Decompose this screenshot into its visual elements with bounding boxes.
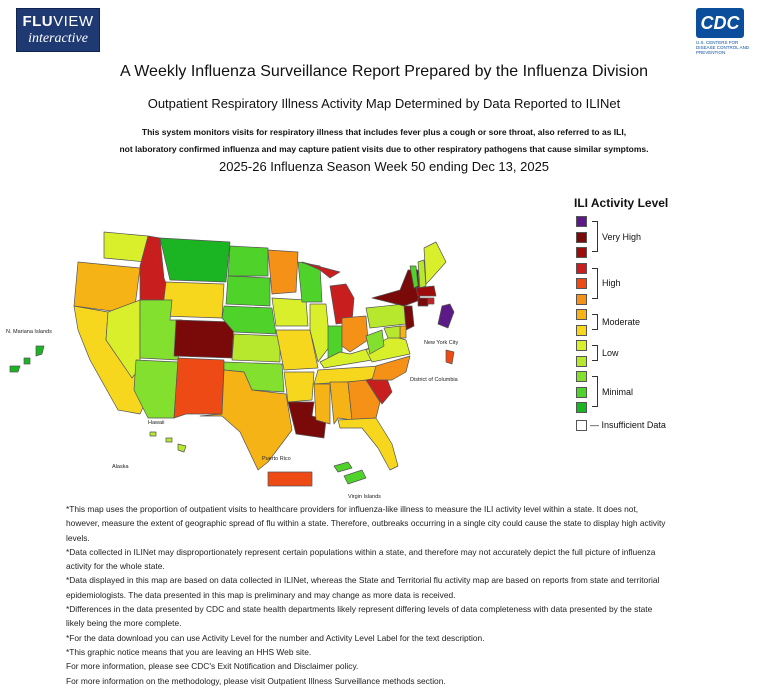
cdc-logo[interactable]: CDC U.S. CENTERS FOR DISEASE CONTROL AND…: [696, 8, 752, 55]
note-3: *Data displayed in this map are based on…: [66, 575, 660, 600]
state-north-carolina[interactable]: [371, 355, 411, 381]
legend-label-high: High: [602, 278, 621, 288]
note-7[interactable]: For more information, please see CDC's E…: [66, 661, 359, 672]
state-georgia[interactable]: [347, 379, 381, 421]
state-iowa[interactable]: [271, 297, 309, 327]
state-michigan-up[interactable]: [301, 261, 341, 279]
description-line-1: This system monitors visits for respirat…: [141, 127, 627, 137]
state-arizona[interactable]: [133, 359, 179, 419]
map-description: This system monitors visits for respirat…: [0, 124, 768, 158]
state-virginia[interactable]: [365, 335, 411, 363]
legend-title: ILI Activity Level: [574, 196, 669, 210]
state-pennsylvania[interactable]: [365, 303, 407, 329]
logo-interactive-text: interactive: [28, 31, 88, 46]
label-n-mariana-islands: N. Mariana Islands: [6, 329, 52, 335]
state-alabama[interactable]: [329, 381, 353, 425]
page-title: A Weekly Influenza Surveillance Report P…: [120, 63, 648, 80]
state-washington[interactable]: [103, 231, 149, 263]
state-new-york-city[interactable]: [437, 303, 455, 329]
state-north-dakota[interactable]: [227, 245, 269, 277]
state-delaware[interactable]: [399, 325, 407, 339]
map-subtitle: Outpatient Respiratory Illness Activity …: [147, 96, 621, 111]
label-virgin-islands: Virgin Islands: [348, 494, 381, 500]
logo-flu-text: FLU: [22, 13, 54, 30]
state-district-of-columbia[interactable]: [445, 349, 455, 365]
cdc-logo-text: CDC: [696, 8, 744, 38]
legend-swatch-level-5: [576, 340, 587, 351]
legend-swatch-level-13: [576, 216, 587, 227]
activity-legend: ILI Activity Level — Insufficient Data Ve…: [574, 196, 764, 432]
territory-virgin-islands[interactable]: [333, 461, 367, 485]
ili-activity-map[interactable]: N. Mariana Islands New York City Distric…: [0, 182, 560, 500]
note-6: *This graphic notice means that you are …: [66, 646, 312, 657]
state-michigan[interactable]: [329, 283, 355, 325]
state-maryland[interactable]: [383, 325, 401, 339]
label-puerto-rico: Puerto Rico: [262, 456, 291, 462]
legend-swatch-level-4: [576, 355, 587, 367]
map-notes: *This map uses the proportion of outpati…: [66, 502, 666, 688]
state-new-hampshire[interactable]: [417, 259, 427, 289]
state-ohio[interactable]: [341, 315, 369, 353]
state-colorado[interactable]: [173, 319, 235, 359]
note-2: *Data collected in ILINet may disproport…: [66, 546, 656, 572]
legend-swatch-level-3: [576, 371, 587, 382]
state-kansas[interactable]: [231, 333, 281, 363]
legend-bracket-very-high: [592, 221, 598, 252]
legend-swatch-level-2: [576, 386, 587, 398]
state-rhode-island[interactable]: [427, 297, 435, 305]
legend-bracket-minimal: [592, 376, 598, 407]
legend-label-minimal: Minimal: [602, 386, 634, 397]
legend-swatch-insufficient: [576, 419, 587, 431]
legend-swatch-level-1: [576, 402, 587, 413]
territory-n-mariana-islands[interactable]: [9, 345, 45, 373]
description-line-2: not laboratory confirmed influenza and m…: [119, 144, 649, 154]
state-south-dakota[interactable]: [225, 275, 271, 307]
label-district-of-columbia: District of Columbia: [410, 377, 459, 383]
label-hawaii: Hawaii: [148, 420, 165, 426]
note-5: *For the data download you can use Activ…: [66, 632, 485, 643]
state-texas[interactable]: [199, 369, 293, 471]
state-missouri[interactable]: [275, 329, 319, 371]
state-mississippi[interactable]: [313, 383, 331, 425]
season-week-title: 2025-26 Influenza Season Week 50 ending …: [218, 159, 550, 174]
state-new-mexico[interactable]: [173, 357, 225, 419]
cdc-logo-subtext: U.S. CENTERS FOR DISEASE CONTROL AND PRE…: [696, 40, 750, 55]
legend-bracket-high: [592, 267, 598, 299]
state-montana[interactable]: [159, 237, 231, 283]
state-vermont[interactable]: [409, 265, 419, 289]
legend-swatch-level-12: [576, 231, 587, 243]
fluview-logo[interactable]: FLUVIEW interactive: [16, 8, 100, 52]
state-west-virginia[interactable]: [365, 329, 385, 355]
state-hawaii[interactable]: [149, 431, 187, 453]
legend-label-very-high: Very High: [602, 231, 642, 242]
legend-label-insufficient: — Insufficient Data: [590, 419, 666, 430]
legend-label-moderate: Moderate: [602, 316, 641, 327]
state-illinois[interactable]: [309, 303, 331, 363]
legend-swatch-level-7: [576, 309, 587, 320]
legend-swatch-level-6: [576, 324, 587, 336]
territory-puerto-rico[interactable]: [267, 471, 313, 487]
note-8[interactable]: For more information on the methodology,…: [66, 675, 446, 686]
legend-bracket-moderate: [592, 314, 598, 330]
legend-swatch-level-10: [576, 262, 587, 274]
state-minnesota[interactable]: [267, 249, 299, 295]
state-maine[interactable]: [423, 241, 447, 285]
state-florida[interactable]: [337, 417, 399, 471]
label-new-york-city: New York City: [424, 340, 458, 346]
note-1: *This map uses the proportion of outpati…: [66, 504, 666, 543]
logo-view-text: VIEW: [53, 13, 94, 30]
state-nebraska[interactable]: [221, 305, 277, 335]
state-arkansas[interactable]: [283, 371, 315, 403]
note-4: *Differences in the data presented by CD…: [66, 604, 653, 629]
state-massachusetts[interactable]: [415, 285, 437, 297]
legend-swatch-level-8: [576, 293, 587, 305]
legend-label-low: Low: [602, 347, 619, 358]
state-connecticut[interactable]: [417, 297, 429, 307]
state-new-jersey[interactable]: [403, 305, 415, 331]
legend-swatch-level-11: [576, 247, 587, 258]
legend-swatch-level-9: [576, 278, 587, 289]
label-alaska: Alaska: [112, 464, 129, 470]
legend-swatches: — Insufficient Data Very High High Moderate…: [574, 216, 764, 432]
legend-bracket-low: [592, 345, 598, 361]
